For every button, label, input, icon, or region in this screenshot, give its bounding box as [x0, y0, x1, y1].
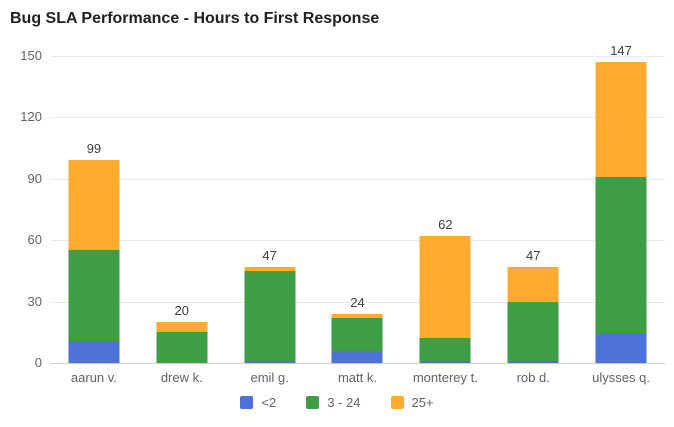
bar-segment[interactable]	[68, 250, 120, 341]
bar-segment[interactable]	[507, 301, 559, 361]
category-slot: 20 drew k.	[138, 56, 226, 385]
bar-segment[interactable]	[156, 332, 208, 363]
bar-total-label: 20	[174, 303, 189, 319]
legend-item[interactable]: <2	[240, 395, 276, 410]
x-axis-label: emil g.	[250, 370, 289, 385]
category-slot: 47 rob d.	[489, 56, 577, 385]
bar-segment[interactable]	[419, 338, 471, 361]
bar[interactable]	[595, 62, 647, 363]
bar-segment[interactable]	[156, 322, 208, 333]
bar-segment[interactable]	[244, 266, 296, 271]
bar-segment[interactable]	[419, 236, 471, 339]
legend: <2 3 - 24 25+	[0, 395, 674, 410]
category-slot: 47 emil g.	[226, 56, 314, 385]
category-slot: 24 matt k.	[314, 56, 402, 385]
legend-swatch	[390, 396, 404, 409]
legend-item[interactable]: 3 - 24	[306, 395, 361, 410]
bar-total-label: 62	[438, 217, 453, 233]
legend-label: 25+	[411, 395, 434, 410]
bar-segment[interactable]	[331, 318, 383, 351]
chart-title: Bug SLA Performance - Hours to First Res…	[10, 10, 380, 27]
legend-label: <2	[261, 395, 277, 410]
bar-segment[interactable]	[595, 176, 647, 335]
gridline	[50, 117, 665, 119]
bar-segment[interactable]	[68, 340, 120, 363]
bar[interactable]	[244, 266, 296, 363]
legend-swatch	[240, 396, 254, 409]
category-slot: 62 monterey t.	[401, 56, 489, 385]
bar-segment[interactable]	[244, 360, 296, 363]
bar-total-label: 147	[610, 43, 632, 59]
x-axis-line	[50, 363, 665, 364]
bar-segment[interactable]	[595, 334, 647, 363]
y-tick-label: 90	[27, 170, 42, 186]
bar[interactable]	[68, 160, 120, 363]
gridline	[50, 301, 665, 303]
bar-segment[interactable]	[68, 160, 120, 251]
bar[interactable]	[507, 266, 559, 363]
x-axis-label: rob d.	[516, 370, 550, 385]
x-axis-label: ulysses q.	[592, 370, 650, 385]
y-tick-label: 120	[20, 109, 42, 125]
bar[interactable]	[331, 313, 383, 363]
bar-total-label: 99	[86, 141, 102, 157]
bar-segment[interactable]	[595, 62, 647, 177]
plot-area: 0 30 60 90 120 150 99 aarun v. 20 drew k. 47 emil g…	[20, 43, 665, 385]
bar-total-label: 47	[262, 247, 277, 263]
bar[interactable]	[156, 322, 208, 363]
x-axis-label: aarun v.	[70, 370, 117, 385]
y-tick-label: 30	[27, 293, 42, 309]
y-tick-label: 60	[27, 232, 42, 248]
category-slot: 147 ulysses q.	[577, 43, 665, 385]
legend-item[interactable]: 25+	[390, 395, 434, 410]
bar-segment[interactable]	[507, 360, 559, 363]
x-axis-label: matt k.	[337, 370, 377, 385]
category-slot: 99 aarun v.	[50, 56, 138, 385]
gridline	[50, 56, 665, 57]
legend-swatch	[306, 396, 320, 409]
bar-segment[interactable]	[331, 313, 383, 318]
bar-segment[interactable]	[419, 360, 471, 363]
y-tick-label: 0	[34, 355, 42, 370]
x-axis-label: drew k.	[160, 370, 203, 385]
bar-segment[interactable]	[244, 270, 296, 361]
gridline	[50, 240, 665, 242]
bar-segment[interactable]	[331, 350, 383, 363]
bar-total-label: 47	[525, 247, 541, 263]
gridline	[50, 178, 665, 180]
x-axis-label: monterey t.	[412, 370, 478, 385]
legend-label: 3 - 24	[327, 395, 361, 410]
bar-total-label: 24	[350, 294, 365, 310]
bar-segment[interactable]	[507, 266, 559, 302]
bar[interactable]	[419, 236, 471, 363]
y-tick-label: 150	[20, 48, 42, 63]
